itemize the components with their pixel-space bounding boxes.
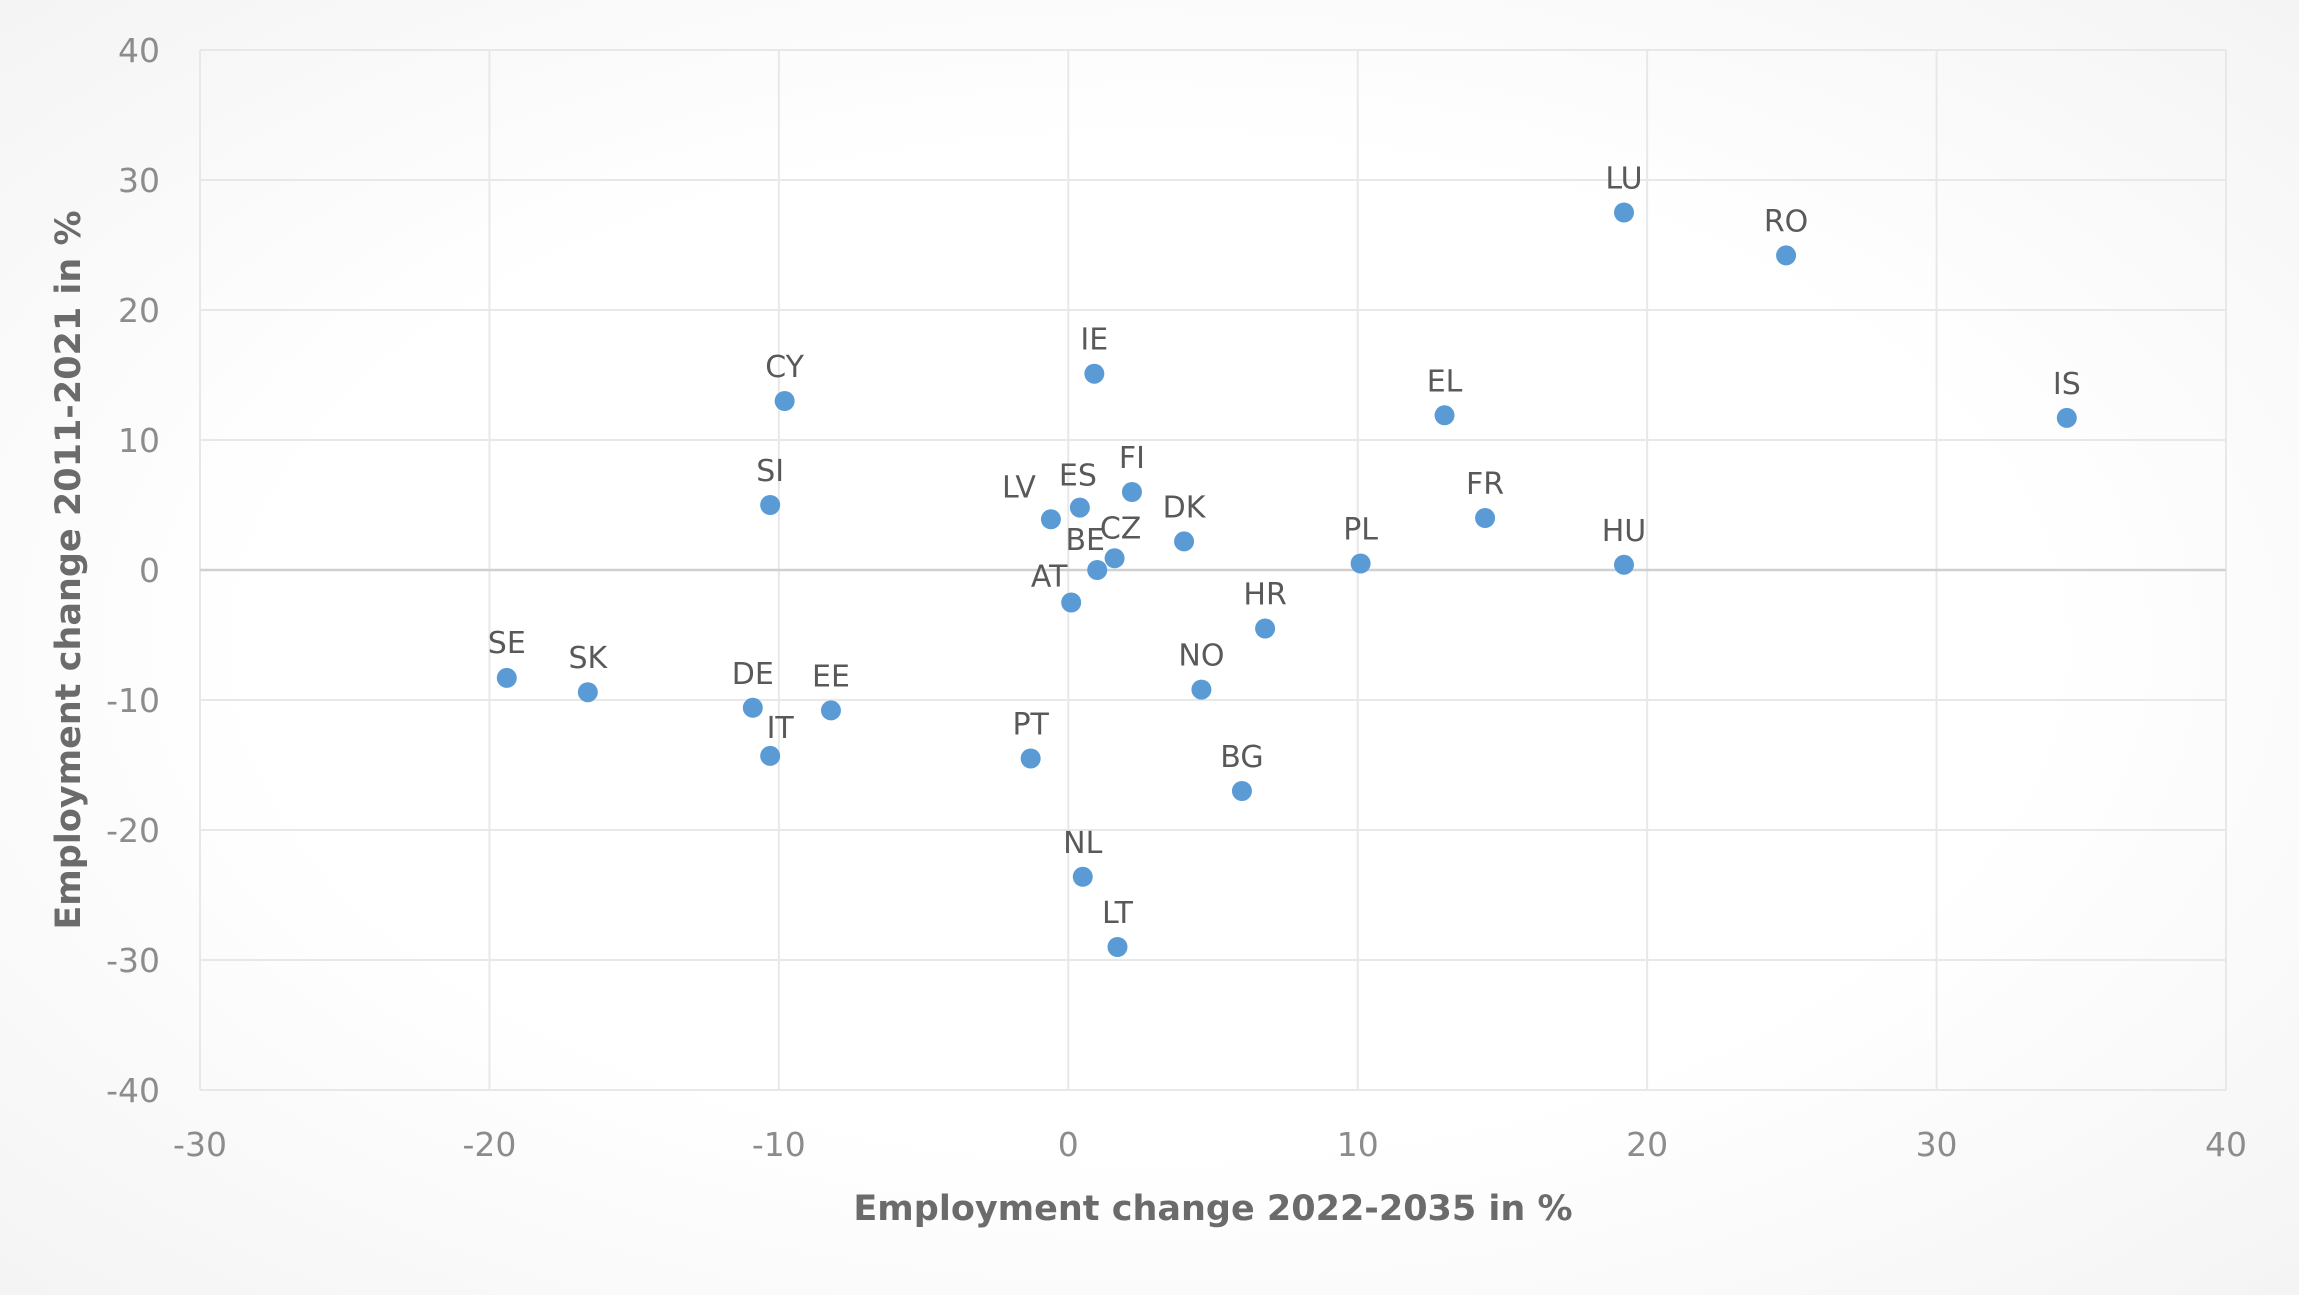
data-point-lt [1107, 937, 1128, 957]
point-label-hr: HR [1243, 578, 1286, 613]
data-points [496, 202, 2077, 957]
x-tick-label: -10 [752, 1125, 806, 1164]
point-label-is: IS [2053, 367, 2081, 402]
point-label-el: EL [1427, 364, 1463, 399]
data-point-it [760, 745, 781, 766]
data-point-dk [1174, 531, 1195, 552]
data-point-es [1069, 497, 1090, 518]
y-tick-label: -40 [106, 1071, 160, 1110]
data-point-de [742, 697, 763, 718]
point-label-ee: EE [812, 659, 850, 694]
data-point-cz [1104, 548, 1125, 569]
point-label-it: IT [767, 711, 795, 746]
point-label-at: AT [1031, 560, 1068, 595]
point-label-bg: BG [1220, 740, 1263, 775]
point-label-es: ES [1059, 459, 1097, 494]
point-label-cz: CZ [1100, 511, 1142, 546]
gridlines [199, 49, 2227, 1091]
data-point-el [1434, 405, 1455, 426]
y-tick-label: -20 [106, 811, 160, 850]
point-label-si: SI [756, 454, 784, 489]
y-tick-label: 10 [118, 421, 160, 460]
point-label-ro: RO [1764, 204, 1808, 239]
data-point-is [2056, 407, 2077, 428]
y-tick-label: 20 [118, 291, 160, 330]
point-label-ie: IE [1080, 323, 1108, 358]
data-point-at [1061, 592, 1082, 613]
x-tick-label: 10 [1337, 1125, 1379, 1164]
y-tick-label: 40 [118, 31, 160, 70]
data-point-bg [1231, 781, 1252, 801]
point-label-nl: NL [1063, 826, 1102, 861]
data-point-ro [1776, 245, 1797, 266]
point-label-lt: LT [1102, 896, 1134, 931]
y-tick-label: 0 [139, 551, 160, 590]
x-tick-label: -30 [173, 1125, 227, 1164]
data-point-si [760, 495, 781, 515]
point-label-pt: PT [1012, 708, 1049, 743]
data-point-ie [1084, 363, 1105, 384]
point-label-lv: LV [1002, 470, 1036, 505]
point-label-hu: HU [1602, 514, 1647, 549]
x-tick-label: 20 [1626, 1125, 1668, 1164]
y-tick-label: 30 [118, 161, 160, 200]
data-point-ee [820, 700, 841, 721]
data-point-se [496, 667, 517, 688]
point-label-be: BE [1065, 523, 1105, 558]
data-point-fi [1121, 482, 1142, 502]
x-tick-label: -20 [462, 1125, 516, 1164]
data-point-lu [1613, 202, 1634, 223]
data-point-nl [1072, 866, 1093, 887]
data-point-hu [1613, 554, 1634, 575]
data-point-sk [577, 682, 598, 703]
x-tick-label: 30 [1916, 1125, 1958, 1164]
point-label-sk: SK [568, 641, 608, 676]
data-point-pt [1020, 748, 1041, 769]
data-point-be [1087, 560, 1108, 580]
point-label-pl: PL [1343, 513, 1378, 548]
data-point-lv [1040, 509, 1061, 530]
point-label-no: NO [1178, 639, 1224, 674]
point-label-dk: DK [1163, 490, 1207, 525]
x-tick-label: 40 [2205, 1125, 2247, 1164]
data-point-fr [1475, 508, 1496, 528]
data-point-cy [774, 391, 795, 411]
point-label-se: SE [488, 626, 526, 661]
y-axis-title: Employment change 2011-2021 in % [49, 210, 89, 929]
y-tick-label: -10 [106, 681, 160, 720]
x-axis-title: Employment change 2022-2035 in % [853, 1189, 1572, 1229]
point-label-lu: LU [1605, 162, 1642, 197]
data-point-no [1191, 679, 1212, 700]
y-tick-label: -30 [106, 941, 160, 980]
point-label-fr: FR [1466, 467, 1504, 502]
data-point-pl [1350, 553, 1371, 574]
tick-labels: -30 -20 -10 0 10 20 30 40 -40 -30 -20 -10 0 10 20 30 40 [106, 31, 2247, 1164]
point-label-cy: CY [765, 350, 804, 385]
point-label-fi: FI [1119, 441, 1145, 476]
x-tick-label: 0 [1058, 1125, 1079, 1164]
point-label-de: DE [732, 657, 774, 692]
data-point-hr [1255, 618, 1276, 639]
